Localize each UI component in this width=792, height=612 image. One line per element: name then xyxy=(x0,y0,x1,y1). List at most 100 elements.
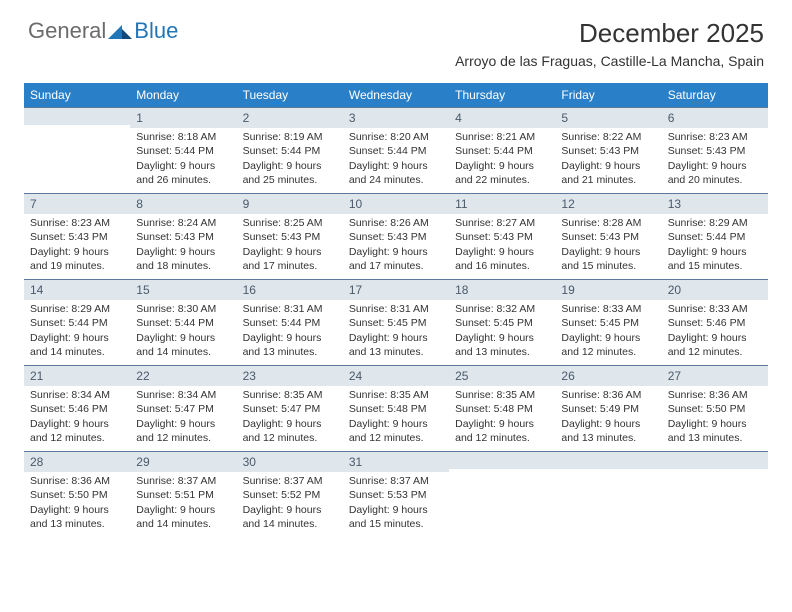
day-number-bar: 24 xyxy=(343,365,449,386)
day-number-bar: 23 xyxy=(237,365,343,386)
day-content: Sunrise: 8:29 AMSunset: 5:44 PMDaylight:… xyxy=(24,300,130,363)
calendar-day-cell: 26Sunrise: 8:36 AMSunset: 5:49 PMDayligh… xyxy=(555,365,661,451)
day-content: Sunrise: 8:33 AMSunset: 5:45 PMDaylight:… xyxy=(555,300,661,363)
daylight-text: Daylight: 9 hours and 26 minutes. xyxy=(136,159,230,187)
sunrise-text: Sunrise: 8:34 AM xyxy=(136,388,230,402)
weekday-header: Monday xyxy=(130,83,236,107)
day-content: Sunrise: 8:31 AMSunset: 5:45 PMDaylight:… xyxy=(343,300,449,363)
calendar-week-row: 7Sunrise: 8:23 AMSunset: 5:43 PMDaylight… xyxy=(24,193,768,279)
day-number-bar: 29 xyxy=(130,451,236,472)
day-number-bar: 14 xyxy=(24,279,130,300)
sunset-text: Sunset: 5:43 PM xyxy=(349,230,443,244)
sunrise-text: Sunrise: 8:20 AM xyxy=(349,130,443,144)
sunrise-text: Sunrise: 8:34 AM xyxy=(30,388,124,402)
day-content: Sunrise: 8:27 AMSunset: 5:43 PMDaylight:… xyxy=(449,214,555,277)
calendar-day-cell: 16Sunrise: 8:31 AMSunset: 5:44 PMDayligh… xyxy=(237,279,343,365)
day-number-bar: 26 xyxy=(555,365,661,386)
day-number-bar: 12 xyxy=(555,193,661,214)
calendar-day-cell: 29Sunrise: 8:37 AMSunset: 5:51 PMDayligh… xyxy=(130,451,236,537)
day-content: Sunrise: 8:23 AMSunset: 5:43 PMDaylight:… xyxy=(662,128,768,191)
calendar-day-cell: 3Sunrise: 8:20 AMSunset: 5:44 PMDaylight… xyxy=(343,107,449,193)
day-content: Sunrise: 8:36 AMSunset: 5:50 PMDaylight:… xyxy=(662,386,768,449)
calendar-day-cell: 14Sunrise: 8:29 AMSunset: 5:44 PMDayligh… xyxy=(24,279,130,365)
sunset-text: Sunset: 5:48 PM xyxy=(349,402,443,416)
day-number-bar xyxy=(24,107,130,125)
calendar-week-row: 28Sunrise: 8:36 AMSunset: 5:50 PMDayligh… xyxy=(24,451,768,537)
day-number-bar: 4 xyxy=(449,107,555,128)
weekday-header: Saturday xyxy=(662,83,768,107)
daylight-text: Daylight: 9 hours and 12 minutes. xyxy=(668,331,762,359)
sunset-text: Sunset: 5:44 PM xyxy=(30,316,124,330)
calendar-week-row: 1Sunrise: 8:18 AMSunset: 5:44 PMDaylight… xyxy=(24,107,768,193)
daylight-text: Daylight: 9 hours and 20 minutes. xyxy=(668,159,762,187)
day-content: Sunrise: 8:37 AMSunset: 5:53 PMDaylight:… xyxy=(343,472,449,535)
sunset-text: Sunset: 5:53 PM xyxy=(349,488,443,502)
daylight-text: Daylight: 9 hours and 17 minutes. xyxy=(349,245,443,273)
day-number-bar xyxy=(449,451,555,469)
sunset-text: Sunset: 5:43 PM xyxy=(561,230,655,244)
calendar-day-cell: 31Sunrise: 8:37 AMSunset: 5:53 PMDayligh… xyxy=(343,451,449,537)
daylight-text: Daylight: 9 hours and 18 minutes. xyxy=(136,245,230,273)
calendar-day-cell: 17Sunrise: 8:31 AMSunset: 5:45 PMDayligh… xyxy=(343,279,449,365)
sunrise-text: Sunrise: 8:29 AM xyxy=(30,302,124,316)
daylight-text: Daylight: 9 hours and 13 minutes. xyxy=(349,331,443,359)
day-content: Sunrise: 8:33 AMSunset: 5:46 PMDaylight:… xyxy=(662,300,768,363)
calendar-day-cell: 8Sunrise: 8:24 AMSunset: 5:43 PMDaylight… xyxy=(130,193,236,279)
day-content: Sunrise: 8:32 AMSunset: 5:45 PMDaylight:… xyxy=(449,300,555,363)
logo-triangle-icon xyxy=(108,23,132,39)
day-number-bar: 21 xyxy=(24,365,130,386)
weekday-header: Friday xyxy=(555,83,661,107)
sunrise-text: Sunrise: 8:37 AM xyxy=(349,474,443,488)
calendar-week-row: 14Sunrise: 8:29 AMSunset: 5:44 PMDayligh… xyxy=(24,279,768,365)
sunrise-text: Sunrise: 8:19 AM xyxy=(243,130,337,144)
day-content: Sunrise: 8:36 AMSunset: 5:50 PMDaylight:… xyxy=(24,472,130,535)
sunset-text: Sunset: 5:45 PM xyxy=(455,316,549,330)
calendar-body: 1Sunrise: 8:18 AMSunset: 5:44 PMDaylight… xyxy=(24,107,768,537)
sunset-text: Sunset: 5:44 PM xyxy=(668,230,762,244)
day-content: Sunrise: 8:30 AMSunset: 5:44 PMDaylight:… xyxy=(130,300,236,363)
day-number-bar xyxy=(662,451,768,469)
sunrise-text: Sunrise: 8:22 AM xyxy=(561,130,655,144)
sunset-text: Sunset: 5:44 PM xyxy=(243,316,337,330)
calendar-day-cell: 24Sunrise: 8:35 AMSunset: 5:48 PMDayligh… xyxy=(343,365,449,451)
day-number-bar: 19 xyxy=(555,279,661,300)
daylight-text: Daylight: 9 hours and 13 minutes. xyxy=(30,503,124,531)
sunset-text: Sunset: 5:47 PM xyxy=(243,402,337,416)
calendar-day-cell: 9Sunrise: 8:25 AMSunset: 5:43 PMDaylight… xyxy=(237,193,343,279)
calendar-day-cell: 21Sunrise: 8:34 AMSunset: 5:46 PMDayligh… xyxy=(24,365,130,451)
day-content: Sunrise: 8:29 AMSunset: 5:44 PMDaylight:… xyxy=(662,214,768,277)
sunrise-text: Sunrise: 8:31 AM xyxy=(349,302,443,316)
daylight-text: Daylight: 9 hours and 14 minutes. xyxy=(136,503,230,531)
title-block: December 2025 Arroyo de las Fraguas, Cas… xyxy=(455,18,764,69)
day-content: Sunrise: 8:37 AMSunset: 5:51 PMDaylight:… xyxy=(130,472,236,535)
sunrise-text: Sunrise: 8:21 AM xyxy=(455,130,549,144)
day-number-bar: 8 xyxy=(130,193,236,214)
daylight-text: Daylight: 9 hours and 15 minutes. xyxy=(668,245,762,273)
day-content: Sunrise: 8:36 AMSunset: 5:49 PMDaylight:… xyxy=(555,386,661,449)
sunrise-text: Sunrise: 8:35 AM xyxy=(455,388,549,402)
calendar-day-cell: 20Sunrise: 8:33 AMSunset: 5:46 PMDayligh… xyxy=(662,279,768,365)
day-number-bar: 30 xyxy=(237,451,343,472)
sunrise-text: Sunrise: 8:35 AM xyxy=(349,388,443,402)
calendar-day-cell: 13Sunrise: 8:29 AMSunset: 5:44 PMDayligh… xyxy=(662,193,768,279)
sunset-text: Sunset: 5:43 PM xyxy=(455,230,549,244)
weekday-header-row: Sunday Monday Tuesday Wednesday Thursday… xyxy=(24,83,768,107)
calendar-day-cell: 10Sunrise: 8:26 AMSunset: 5:43 PMDayligh… xyxy=(343,193,449,279)
logo-text-blue: Blue xyxy=(134,18,178,44)
day-content: Sunrise: 8:35 AMSunset: 5:48 PMDaylight:… xyxy=(343,386,449,449)
daylight-text: Daylight: 9 hours and 14 minutes. xyxy=(136,331,230,359)
daylight-text: Daylight: 9 hours and 13 minutes. xyxy=(561,417,655,445)
sunset-text: Sunset: 5:44 PM xyxy=(136,316,230,330)
day-number-bar: 9 xyxy=(237,193,343,214)
calendar-day-cell: 15Sunrise: 8:30 AMSunset: 5:44 PMDayligh… xyxy=(130,279,236,365)
daylight-text: Daylight: 9 hours and 13 minutes. xyxy=(243,331,337,359)
day-content: Sunrise: 8:21 AMSunset: 5:44 PMDaylight:… xyxy=(449,128,555,191)
calendar-day-cell: 22Sunrise: 8:34 AMSunset: 5:47 PMDayligh… xyxy=(130,365,236,451)
day-number-bar: 17 xyxy=(343,279,449,300)
sunset-text: Sunset: 5:43 PM xyxy=(243,230,337,244)
sunset-text: Sunset: 5:43 PM xyxy=(136,230,230,244)
calendar-day-cell: 11Sunrise: 8:27 AMSunset: 5:43 PMDayligh… xyxy=(449,193,555,279)
daylight-text: Daylight: 9 hours and 12 minutes. xyxy=(561,331,655,359)
day-number-bar: 22 xyxy=(130,365,236,386)
day-number-bar: 28 xyxy=(24,451,130,472)
